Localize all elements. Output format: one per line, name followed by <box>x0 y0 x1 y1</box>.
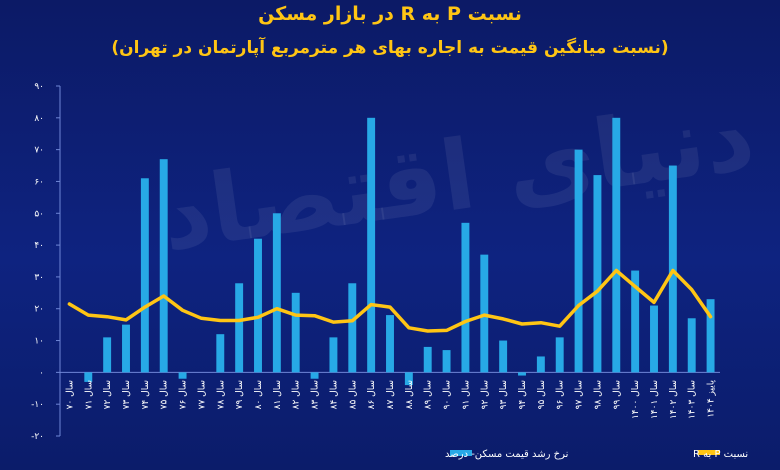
y-tick-label: -۲۰ <box>31 432 44 442</box>
chart-title: نسبت P به R در بازار مسکن <box>258 3 522 25</box>
bar <box>159 159 168 373</box>
bar <box>423 346 432 373</box>
x-tick-label: سال ۹۸ <box>593 380 603 409</box>
y-tick-label: ۱۰ <box>34 337 44 347</box>
x-tick-label: سال ۹۹ <box>612 380 622 409</box>
bar <box>140 178 149 373</box>
x-tick-label: سال ۷۲ <box>103 380 113 409</box>
bar <box>103 337 112 373</box>
bar <box>386 315 394 373</box>
x-tick-label: سال ۹۳ <box>499 380 509 409</box>
x-tick-label: سال ۹۵ <box>537 380 547 409</box>
x-tick-label: سال ۸۹ <box>424 380 434 409</box>
bar <box>348 283 357 373</box>
legend-bar-swatch <box>450 450 472 456</box>
bar <box>310 372 319 379</box>
y-tick-label: ۳۰ <box>34 273 44 283</box>
bar <box>687 318 696 373</box>
p-to-r-line <box>67 268 713 333</box>
bar <box>574 149 583 373</box>
bar <box>650 305 658 373</box>
x-tick-label: سال ۷۵ <box>160 380 170 409</box>
y-tick-label: ۷۰ <box>34 146 44 156</box>
x-tick-label: سال ۹۶ <box>556 380 566 409</box>
bar <box>706 299 715 373</box>
bar <box>122 324 130 373</box>
y-tick-label: ۹۰ <box>34 82 44 92</box>
y-tick-label: ۵۰ <box>34 209 44 219</box>
x-tick-label: سال ۸۷ <box>386 380 396 409</box>
bar <box>235 283 244 373</box>
x-tick-label: سال ۸۵ <box>348 380 358 409</box>
legend-bar-label: نرخ رشد قیمت مسکن- درصد <box>445 449 568 460</box>
x-tick-label: سال ۷۳ <box>122 380 132 409</box>
y-tick-label: ۶۰ <box>34 177 44 187</box>
x-tick-label: سال ۸۸ <box>405 380 415 409</box>
bar <box>612 117 621 373</box>
bar <box>329 337 338 373</box>
x-tick-label: سال ۹۷ <box>575 380 585 409</box>
bar <box>367 117 376 373</box>
bar <box>254 238 262 373</box>
x-tick-label: سال ۸۶ <box>367 380 377 409</box>
bar <box>272 213 281 373</box>
x-tick-label: سال ۸۳ <box>311 380 321 409</box>
bar <box>536 356 545 373</box>
bar <box>593 175 602 373</box>
x-tick-label: سال ۹۱ <box>461 380 471 409</box>
x-tick-label: سال ۱۴۰۲ <box>669 380 679 419</box>
x-tick-label: سال ۷۴ <box>141 380 151 409</box>
bar <box>404 372 413 386</box>
x-tick-label: سال ۸۴ <box>329 380 339 409</box>
bar <box>216 334 225 373</box>
bar <box>499 340 508 373</box>
bar <box>518 372 526 376</box>
bar <box>631 270 640 373</box>
x-tick-label: سال ۷۶ <box>179 380 189 409</box>
bar <box>442 350 451 373</box>
y-tick-label: ۰ <box>39 368 44 378</box>
x-tick-label: سال ۹۰ <box>443 380 453 409</box>
x-tick-label: سال ۸۰ <box>254 380 264 409</box>
y-tick-label: ۸۰ <box>34 114 44 124</box>
y-tick-label: ۲۰ <box>34 305 44 315</box>
x-tick-label: سال ۹۴ <box>518 380 528 409</box>
bar <box>555 337 564 373</box>
bar <box>84 372 93 382</box>
x-tick-label: سال ۱۴۰۱ <box>650 380 660 419</box>
x-tick-label: سال ۱۴۰۰ <box>631 380 641 419</box>
x-tick-label: سال ۸۱ <box>273 380 283 409</box>
x-tick-label: سال ۷۰ <box>65 380 75 409</box>
bar <box>178 372 187 379</box>
x-tick-label: سال ۷۹ <box>235 380 245 409</box>
x-tick-label: سال ۷۱ <box>84 380 94 409</box>
legend-line-label: نسبت P به R <box>693 449 748 460</box>
bar <box>461 222 470 373</box>
bar <box>291 292 300 373</box>
x-tick-label: پاییز ۱۴۰۴ <box>707 380 717 418</box>
x-tick-label: سال ۷۸ <box>216 380 226 409</box>
legend-line-swatch <box>698 450 720 455</box>
y-tick-label: ۴۰ <box>34 241 44 251</box>
x-tick-label: سال ۷۷ <box>197 380 207 409</box>
x-tick-label: سال ۹۲ <box>480 380 490 409</box>
x-tick-label: سال ۱۴۰۳ <box>688 380 698 419</box>
y-tick-label: -۱۰ <box>31 400 44 410</box>
x-tick-label: سال ۸۲ <box>292 380 302 409</box>
chart-subtitle: (نسبت میانگین قیمت به اجاره بهای هر مترم… <box>111 38 669 58</box>
